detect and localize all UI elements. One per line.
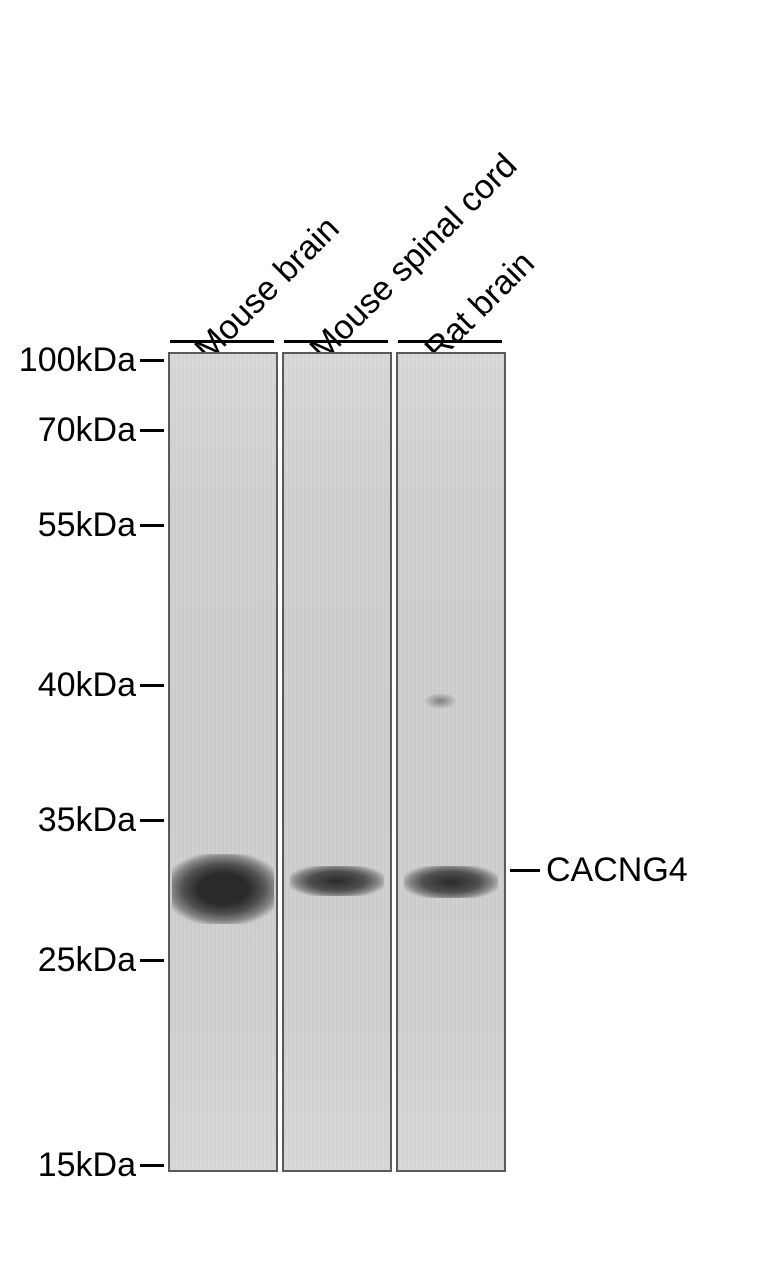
mw-tick-5 [140,959,164,962]
band-lane1-0 [290,866,384,896]
mw-tick-4 [140,819,164,822]
band-lane0-0 [172,854,274,924]
target-band-label: CACNG4 [546,851,688,890]
blot-lane-2 [396,352,506,1172]
blot-lane-1 [282,352,392,1172]
lane-label-1: Mouse spinal cord [302,146,525,369]
mw-label-4: 35kDa [38,801,136,840]
band-lane2-0 [404,866,498,898]
mw-tick-3 [140,684,164,687]
mw-label-0: 100kDa [19,341,136,380]
mw-tick-0 [140,359,164,362]
lane-underline-1 [284,340,388,343]
target-band-tick [510,869,540,872]
blot-lane-0 [168,352,278,1172]
mw-tick-6 [140,1164,164,1167]
western-blot-figure: Mouse brainMouse spinal cordRat brain100… [0,0,764,1280]
mw-label-1: 70kDa [38,411,136,450]
lane-underline-2 [398,340,502,343]
mw-tick-1 [140,429,164,432]
mw-tick-2 [140,524,164,527]
mw-label-5: 25kDa [38,941,136,980]
mw-label-2: 55kDa [38,506,136,545]
band-lane2-1 [418,694,474,708]
mw-label-6: 15kDa [38,1146,136,1185]
mw-label-3: 40kDa [38,666,136,705]
lane-underline-0 [170,340,274,343]
